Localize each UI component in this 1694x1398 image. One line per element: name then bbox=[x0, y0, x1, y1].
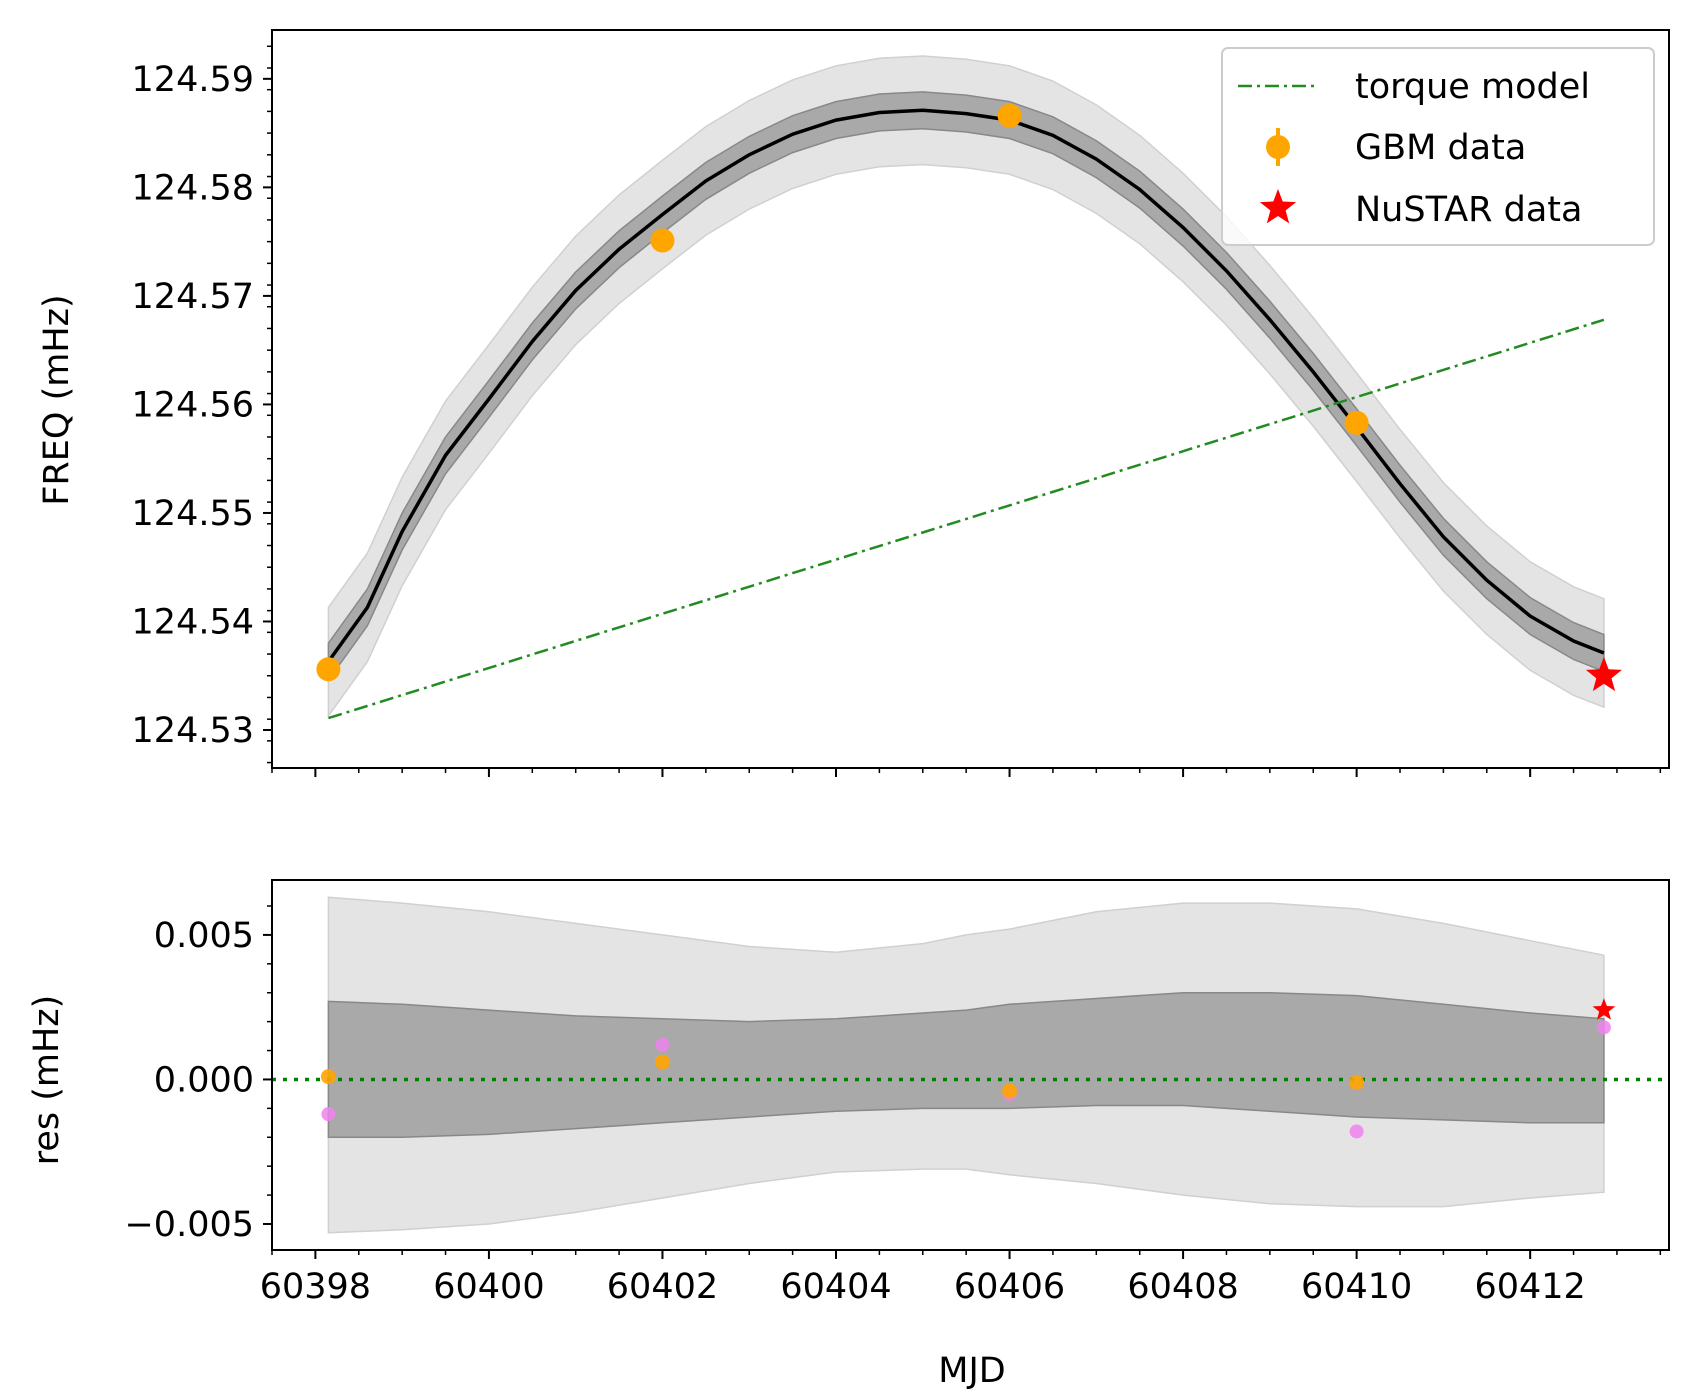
nustar-data-point bbox=[1585, 656, 1622, 692]
top-plot-frame bbox=[271, 29, 1670, 769]
bottom-x-tick-label: 60402 bbox=[607, 1267, 718, 1307]
bottom-points bbox=[320, 998, 1616, 1139]
bottom-x-tick-label: 60404 bbox=[780, 1267, 891, 1307]
legend-box bbox=[1221, 47, 1655, 246]
bottom-y-tick-label: 0.005 bbox=[154, 916, 254, 956]
residual-alt-point bbox=[655, 1037, 670, 1052]
bottom-x-tick-label: 60412 bbox=[1474, 1267, 1585, 1307]
top-y-tick-label: 124.55 bbox=[132, 494, 254, 534]
residual-gbm-point bbox=[1002, 1083, 1018, 1099]
bottom-y-tick-label: 0.000 bbox=[154, 1060, 254, 1100]
legend-label-nustar: NuSTAR data bbox=[1355, 190, 1582, 230]
model-curve bbox=[326, 108, 1605, 663]
bottom-x-tick-label: 60408 bbox=[1127, 1267, 1238, 1307]
residual-gbm-point bbox=[1349, 1074, 1365, 1090]
gbm-data-point bbox=[316, 657, 341, 682]
bottom-ticks: −0.005 0.000 0.005 60398 60400 60402 60404 6040… bbox=[124, 905, 1662, 1307]
legend-nustar-swatch bbox=[1259, 189, 1297, 224]
torque-model-line bbox=[328, 318, 1605, 720]
residual-alt-point bbox=[1596, 1020, 1611, 1035]
gbm-data-point bbox=[650, 228, 675, 253]
bottom-x-tick-label: 60406 bbox=[954, 1267, 1065, 1307]
bottom-y-axis-label: res (mHz) bbox=[27, 995, 67, 1166]
residual-alt-point bbox=[321, 1107, 336, 1122]
top-panel: 124.53 124.54 124.55 124.56 124.57 124.58 124.… bbox=[37, 29, 1670, 777]
top-y-tick-label: 124.58 bbox=[132, 168, 254, 208]
top-ticks: 124.53 124.54 124.55 124.56 124.57 124.58 124.… bbox=[132, 45, 1662, 777]
top-y-tick-label: 124.56 bbox=[132, 385, 254, 425]
bottom-plot-frame bbox=[271, 879, 1670, 1251]
top-points bbox=[316, 103, 1622, 692]
bottom-x-tick-label: 60398 bbox=[260, 1267, 371, 1307]
bottom-x-tick-label: 60410 bbox=[1301, 1267, 1412, 1307]
residual-alt-point bbox=[1349, 1124, 1364, 1139]
legend-label-gbm: GBM data bbox=[1355, 128, 1526, 168]
bottom-uncertainty-bands bbox=[327, 896, 1605, 1234]
top-y-tick-label: 124.54 bbox=[132, 602, 254, 642]
top-y-tick-label: 124.59 bbox=[132, 60, 254, 100]
legend-gbm-swatch bbox=[1266, 135, 1290, 159]
residual-gbm-point bbox=[320, 1069, 336, 1085]
legend-label-torque: torque model bbox=[1355, 67, 1590, 107]
top-y-tick-label: 124.57 bbox=[132, 277, 254, 317]
bottom-x-tick-label: 60400 bbox=[433, 1267, 544, 1307]
bottom-y-tick-label: −0.005 bbox=[124, 1205, 254, 1245]
gbm-data-point bbox=[1344, 410, 1369, 435]
residual-nustar-point bbox=[1592, 998, 1616, 1020]
top-y-tick-label: 124.53 bbox=[132, 711, 254, 751]
gbm-data-point bbox=[997, 103, 1022, 128]
top-y-axis-label: FREQ (mHz) bbox=[37, 294, 77, 505]
x-axis-label: MJD bbox=[938, 1351, 1005, 1391]
bottom-panel: −0.005 0.000 0.005 60398 60400 60402 60404 6040… bbox=[27, 879, 1670, 1391]
top-lines bbox=[326, 108, 1605, 720]
residual-gbm-point bbox=[654, 1054, 670, 1070]
legend: torque model GBM data NuSTAR data bbox=[1221, 47, 1655, 246]
residual-inner-band bbox=[327, 991, 1605, 1139]
